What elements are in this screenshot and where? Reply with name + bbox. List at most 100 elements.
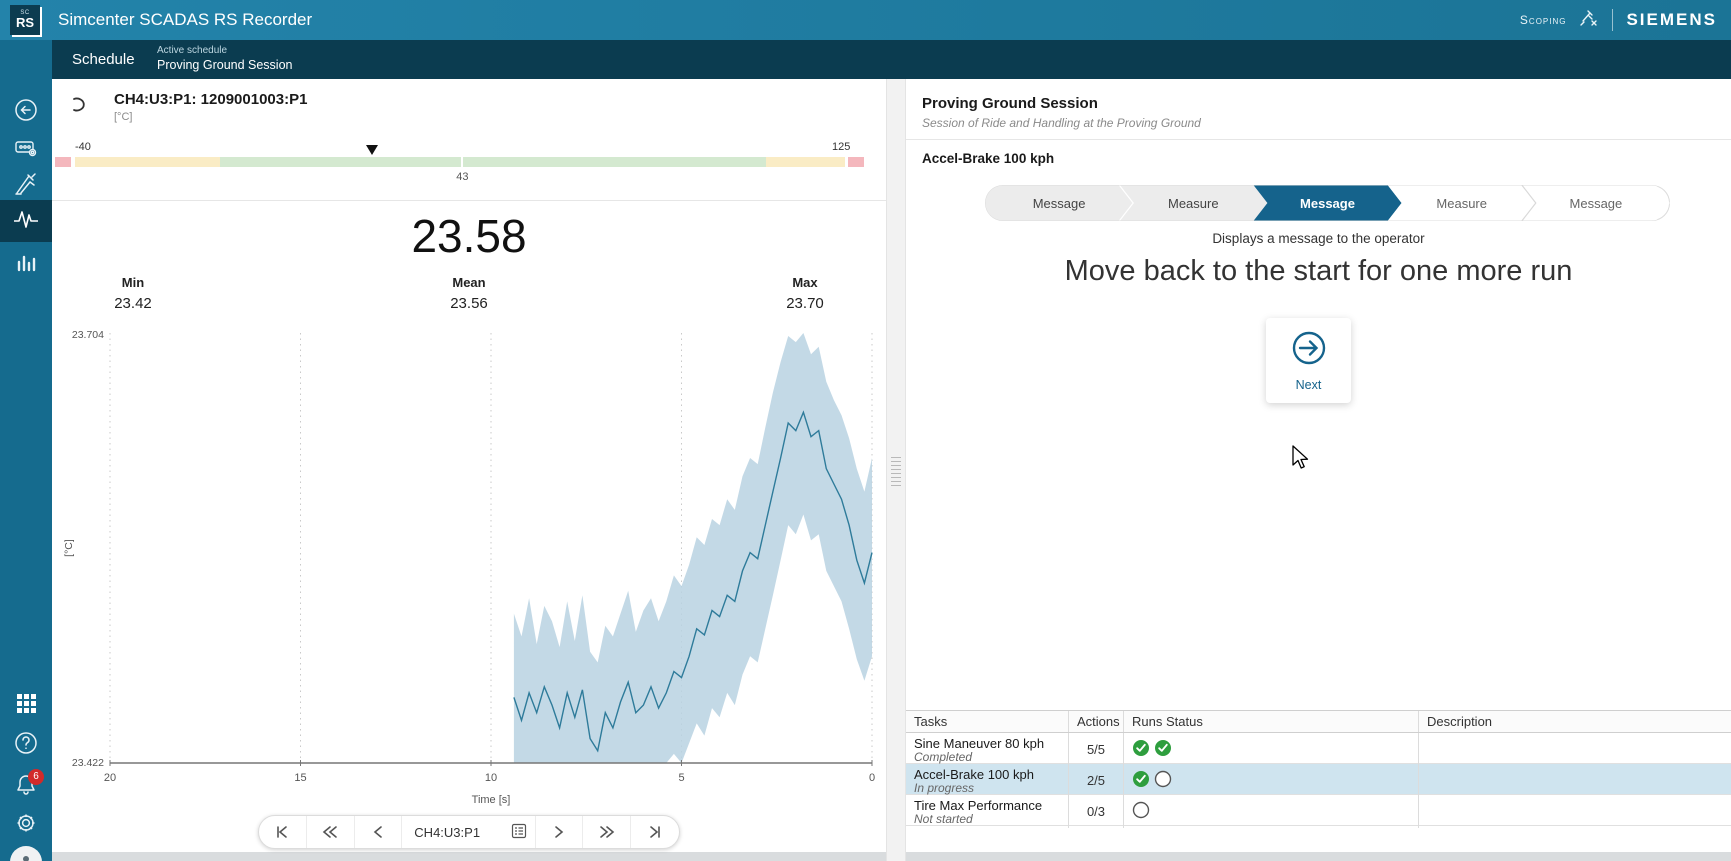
task-actions-count: 0/3 (1069, 795, 1124, 828)
fast-backward-button[interactable] (307, 816, 355, 848)
stat-min-label: Min (121, 275, 145, 290)
gauge-value-marker (365, 145, 378, 155)
run-status-pending-icon (1154, 770, 1172, 791)
channel-selector[interactable]: CH4:U3:P1 (402, 816, 536, 848)
task-runs-status (1124, 795, 1419, 828)
next-button[interactable]: Next (1266, 318, 1351, 403)
panel-divider (52, 200, 886, 201)
active-schedule-name: Proving Ground Session (157, 58, 293, 72)
col-header-tasks: Tasks (906, 711, 1069, 732)
svg-text:5: 5 (678, 772, 684, 784)
gauge-bar (75, 157, 845, 167)
stat-max-label: Max (792, 275, 818, 290)
sidebar-item-help[interactable] (0, 725, 52, 765)
back-arrow-icon (13, 97, 39, 128)
live-signal-panel: CH4:U3:P1: 1209001003:P1 [°C] -40 125 43… (52, 79, 886, 852)
stat-mean-label: Mean (452, 275, 486, 290)
channel-unit: [°C] (114, 111, 133, 123)
task-row[interactable]: Tire Max Performance Not started 0/3 (906, 795, 1731, 828)
gauge-mid-label: 43 (456, 171, 469, 183)
splitter-grip-icon (891, 457, 901, 489)
panel-divider (906, 139, 1731, 140)
top-bar: SC RS Simcenter SCADAS RS Recorder Scopi… (0, 0, 1731, 40)
gauge-overrange-zone (848, 157, 864, 167)
svg-text:Message: Message (1033, 196, 1086, 211)
task-actions-count: 5/5 (1069, 733, 1124, 766)
channel-name: CH4:U3:P1: 1209001003:P1 (114, 91, 308, 108)
panel-splitter[interactable] (886, 79, 906, 861)
scoping-disconnect-icon[interactable] (1579, 9, 1599, 32)
task-status: In progress (914, 781, 975, 795)
current-task-name: Accel-Brake 100 kph (922, 151, 1055, 166)
action-stepper[interactable]: Message Measure Message Measure Message (985, 185, 1670, 221)
svg-text:Measure: Measure (1436, 196, 1487, 211)
svg-text:23.422: 23.422 (72, 757, 104, 769)
sidebar-item-settings[interactable] (0, 805, 52, 845)
gauge-mid-tick (461, 157, 464, 167)
tasks-table-header: Tasks Actions Runs Status Description (906, 711, 1731, 733)
sidebar-item-live-signals[interactable] (0, 200, 52, 242)
col-header-runs-status: Runs Status (1124, 711, 1419, 732)
app-logo-rs: RS (15, 15, 35, 30)
task-actions-count: 2/5 (1069, 764, 1124, 797)
svg-text:Measure: Measure (1168, 196, 1219, 211)
waveform-icon (12, 207, 40, 236)
gauge-min-label: -40 (75, 141, 91, 153)
go-first-button[interactable] (259, 816, 307, 848)
stat-min-value: 23.42 (114, 295, 152, 312)
task-status: Completed (914, 750, 973, 764)
sidebar: 6 (0, 40, 52, 861)
gauge-underrange-zone (55, 157, 71, 167)
svg-text:Time [s]: Time [s] (472, 794, 511, 806)
gauge-zone-warn (75, 157, 220, 167)
gauge-max-label: 125 (832, 141, 851, 153)
go-last-button[interactable] (631, 816, 679, 848)
session-title: Proving Ground Session (922, 95, 1098, 112)
help-icon (13, 730, 39, 761)
app-logo: SC RS (10, 5, 40, 35)
run-status-done-icon (1132, 739, 1150, 760)
step-forward-button[interactable] (536, 816, 584, 848)
schedule-tab[interactable]: Schedule (72, 51, 135, 68)
channel-list-icon (511, 823, 527, 842)
svg-text:Message: Message (1570, 196, 1623, 211)
channel-gauge: -40 125 43 (52, 139, 886, 194)
sidebar-item-back[interactable] (0, 92, 52, 132)
svg-text:15: 15 (294, 772, 306, 784)
sidebar-item-apps[interactable] (0, 685, 52, 725)
step-backward-button[interactable] (355, 816, 403, 848)
svg-text:[°C]: [°C] (63, 539, 75, 557)
task-description (1419, 733, 1731, 766)
active-schedule-label: Active schedule (157, 45, 228, 56)
live-value: 23.58 (411, 210, 527, 262)
sidebar-item-notifications[interactable]: 6 (0, 767, 52, 807)
task-status: Not started (914, 812, 973, 826)
playback-bar: CH4:U3:P1 (258, 815, 680, 849)
session-subtitle: Session of Ride and Handling at the Prov… (922, 116, 1201, 130)
sidebar-item-results[interactable] (0, 245, 52, 285)
col-header-description: Description (1427, 714, 1493, 729)
task-row[interactable]: Sine Maneuver 80 kph Completed 5/5 (906, 733, 1731, 766)
arrow-right-circle-icon (1290, 329, 1328, 372)
task-name: Tire Max Performance (914, 798, 1043, 813)
step-description: Displays a message to the operator (1212, 231, 1425, 246)
task-row[interactable]: Accel-Brake 100 kph In progress 2/5 (906, 764, 1731, 797)
notification-badge: 6 (28, 769, 44, 785)
svg-text:10: 10 (485, 772, 497, 784)
thermocouple-icon (70, 95, 92, 123)
fast-forward-button[interactable] (583, 816, 632, 848)
run-status-pending-icon (1132, 801, 1150, 822)
task-runs-status (1124, 733, 1419, 766)
sidebar-item-hardware-setup[interactable] (0, 130, 52, 170)
sidebar-item-user[interactable] (0, 842, 52, 861)
channel-selector-label: CH4:U3:P1 (414, 824, 481, 840)
gear-icon (13, 810, 39, 841)
svg-text:0: 0 (869, 772, 875, 784)
sidebar-item-measurement-setup[interactable] (0, 167, 52, 207)
bar-chart-icon (13, 250, 39, 281)
next-button-label: Next (1295, 378, 1322, 392)
task-name: Accel-Brake 100 kph (914, 767, 1034, 782)
svg-text:Message: Message (1300, 196, 1355, 211)
tasks-table: Tasks Actions Runs Status Description Si… (906, 710, 1731, 828)
user-avatar (10, 846, 42, 861)
